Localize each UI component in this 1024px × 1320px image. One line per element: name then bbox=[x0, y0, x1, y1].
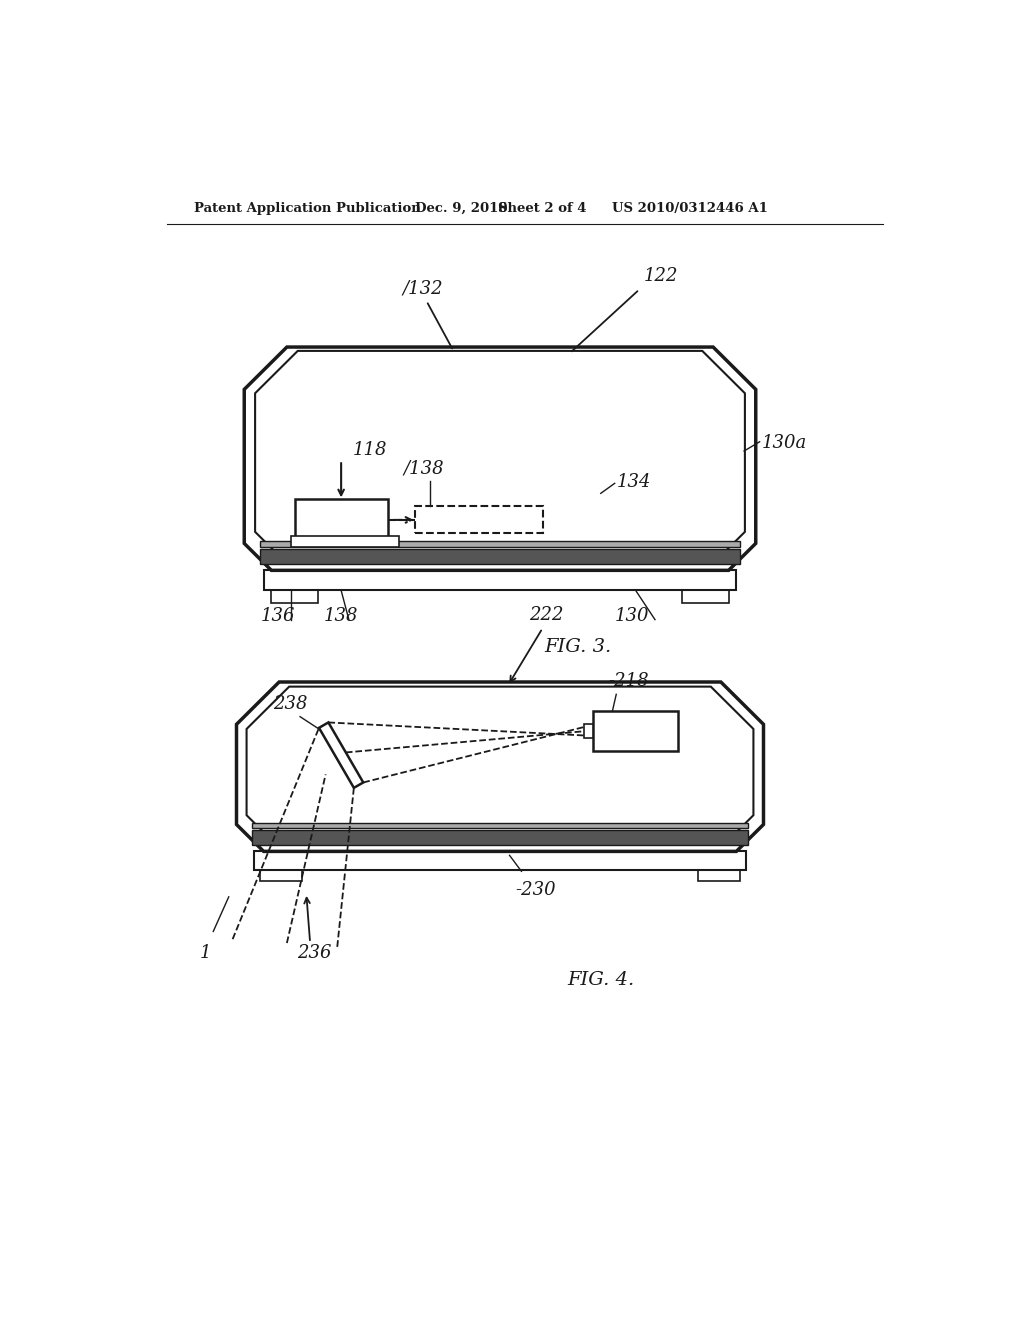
Text: /132: /132 bbox=[402, 279, 442, 297]
Bar bbox=[291, 536, 399, 548]
Bar bbox=[252, 822, 748, 829]
Bar bbox=[584, 725, 593, 738]
Text: Dec. 9, 2010: Dec. 9, 2010 bbox=[415, 202, 507, 215]
Text: 1: 1 bbox=[200, 944, 211, 962]
Bar bbox=[260, 549, 740, 564]
Bar bbox=[593, 711, 678, 751]
Bar bbox=[697, 870, 740, 880]
Text: -230: -230 bbox=[515, 882, 556, 899]
Text: /138: /138 bbox=[403, 459, 443, 478]
Text: -218: -218 bbox=[608, 672, 649, 689]
Text: 236: 236 bbox=[297, 944, 331, 962]
Bar bbox=[260, 541, 740, 548]
Text: Patent Application Publication: Patent Application Publication bbox=[194, 202, 421, 215]
Text: FIG. 3.: FIG. 3. bbox=[544, 638, 611, 656]
Text: 130: 130 bbox=[614, 607, 649, 626]
Text: Sheet 2 of 4: Sheet 2 of 4 bbox=[499, 202, 587, 215]
Bar bbox=[263, 570, 736, 590]
Text: 130a: 130a bbox=[762, 434, 807, 453]
Text: 138: 138 bbox=[324, 607, 358, 626]
Bar bbox=[682, 590, 729, 603]
Text: 222: 222 bbox=[529, 606, 564, 624]
Polygon shape bbox=[319, 722, 364, 788]
Text: 136: 136 bbox=[260, 607, 295, 626]
Text: 118: 118 bbox=[352, 441, 387, 459]
Text: US 2010/0312446 A1: US 2010/0312446 A1 bbox=[612, 202, 768, 215]
Bar bbox=[415, 507, 543, 533]
Bar bbox=[254, 851, 746, 870]
Text: FIG. 4.: FIG. 4. bbox=[567, 972, 635, 989]
Text: 134: 134 bbox=[616, 473, 650, 491]
Bar bbox=[252, 830, 748, 845]
Bar bbox=[260, 870, 302, 880]
Bar bbox=[295, 499, 388, 537]
Bar bbox=[271, 590, 317, 603]
Text: 122: 122 bbox=[643, 268, 678, 285]
Text: 238: 238 bbox=[273, 694, 308, 713]
